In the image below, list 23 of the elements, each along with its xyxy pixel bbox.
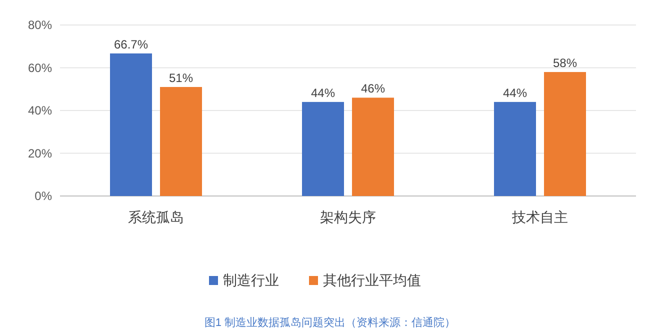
bar: [110, 53, 152, 196]
bar: [544, 72, 586, 196]
data-label: 51%: [168, 70, 194, 85]
y-tick-label: 40%: [28, 104, 52, 118]
data-label: 66.7%: [114, 37, 148, 52]
legend-label: 制造行业: [223, 272, 279, 288]
bar: [160, 86, 202, 196]
data-label: 58%: [552, 56, 578, 70]
bar: [302, 102, 344, 196]
x-tick-label: 架构失序: [320, 209, 376, 225]
data-label: 44%: [310, 86, 336, 100]
y-tick-label: 0%: [34, 189, 52, 203]
data-label: 46%: [360, 82, 386, 96]
data-label: 44%: [502, 86, 528, 100]
y-tick-label: 20%: [28, 146, 52, 160]
caption: 图1 制造业数据孤岛问题突出（资料来源：信通院）: [204, 316, 456, 329]
x-tick-label: 技术自主: [511, 209, 568, 225]
x-tick-label: 系统孤岛: [128, 209, 184, 225]
legend-label: 其他行业平均值: [323, 272, 421, 288]
y-tick-label: 60%: [28, 60, 52, 75]
bar: [352, 98, 394, 196]
y-tick-label: 80%: [28, 18, 52, 32]
bar: [494, 102, 536, 196]
